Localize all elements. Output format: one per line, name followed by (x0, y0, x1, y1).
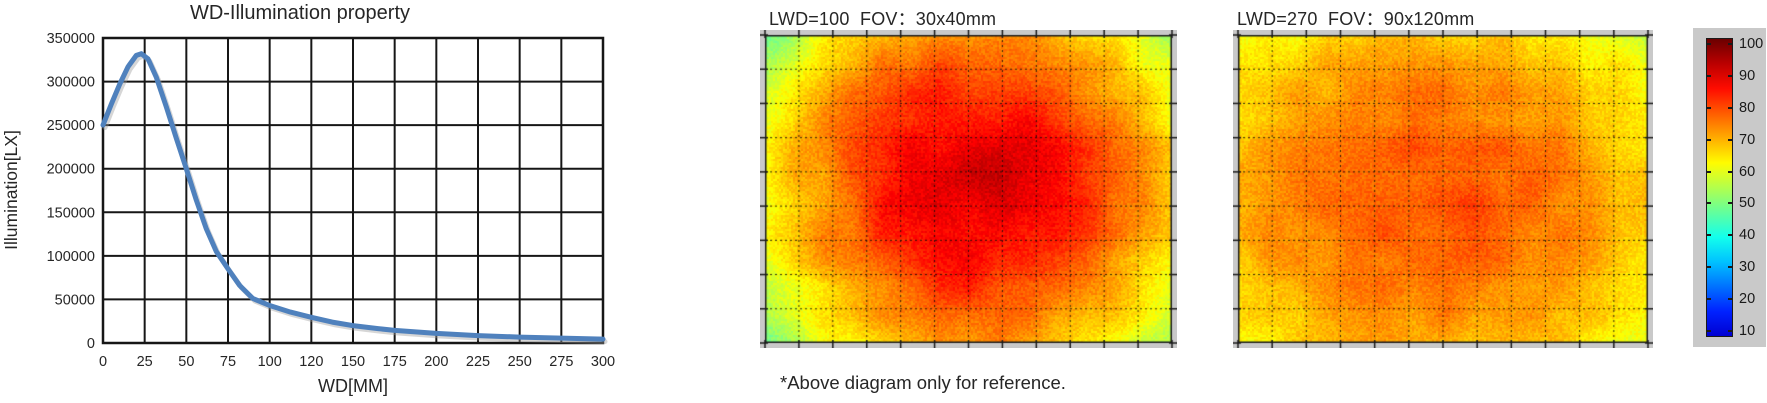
colorbar-tick-mark (1728, 297, 1733, 300)
x-axis-tick-label: 175 (383, 354, 407, 370)
colorbar-tick-mark (1706, 75, 1711, 78)
x-axis-tick-label: 100 (258, 354, 282, 370)
illumination-curve (100, 51, 606, 342)
colorbar-tick-mark (1728, 106, 1733, 109)
colorbar-tick-mark (1728, 266, 1733, 269)
colorbar-tick-mark (1728, 202, 1733, 205)
x-axis-tick-label: 25 (137, 354, 153, 370)
heatmap1-title: LWD=100 FOV：30x40mm (769, 9, 997, 29)
y-axis-tick-label: 350000 (47, 31, 95, 47)
heatmap1-uniformity-map (760, 30, 1177, 348)
y-axis-tick-label: 200000 (47, 162, 95, 178)
colorbar-tick-label: 20 (1739, 290, 1756, 307)
x-axis-tick-label: 200 (424, 354, 448, 370)
colorbar-tick-mark (1706, 106, 1711, 109)
colorbar-tick-mark (1706, 170, 1711, 173)
y-axis-tick-label: 50000 (55, 292, 95, 308)
y-axis-title: Illumination[LX] (1, 130, 21, 250)
y-axis-tick-label: 0 (87, 336, 95, 352)
x-axis-tick-label: 50 (178, 354, 194, 370)
colorbar: 100 90 80 70 60 50 40 30 20 10 (1693, 28, 1766, 347)
y-axis-tick-label: 150000 (47, 205, 95, 221)
colorbar-tick-mark (1728, 138, 1733, 141)
colorbar-tick-label: 80 (1739, 99, 1756, 116)
x-axis-tick-label: 0 (99, 354, 107, 370)
y-axis-tick-label: 250000 (47, 118, 95, 134)
colorbar-tick-mark (1706, 266, 1711, 269)
plot-border (101, 36, 605, 345)
colorbar-gradient (1706, 38, 1733, 337)
x-axis-tick-label: 225 (466, 354, 490, 370)
colorbar-tick-mark (1706, 138, 1711, 141)
colorbar-tick-mark (1706, 234, 1711, 237)
colorbar-tick-label: 30 (1739, 259, 1756, 276)
colorbar-tick-mark (1706, 43, 1711, 46)
colorbar-tick-label: 70 (1739, 131, 1756, 148)
colorbar-tick-label: 40 (1739, 227, 1756, 244)
x-axis-tick-label: 120 (299, 354, 323, 370)
y-axis-tick-label: 100000 (47, 249, 95, 265)
colorbar-tick-mark (1706, 329, 1711, 332)
colorbar-tick-label: 90 (1739, 68, 1756, 85)
heatmap2-uniformity-map (1233, 30, 1653, 348)
reference-footnote: *Above diagram only for reference. (780, 372, 1066, 393)
line-chart-title: WD-Illumination property (189, 2, 411, 24)
colorbar-tick-mark (1728, 329, 1733, 332)
wd-illumination-chart: 3500003000002500002000001500001000005000… (1, 31, 615, 396)
colorbar-tick-label: 100 (1739, 36, 1764, 53)
colorbar-tick-mark (1728, 170, 1733, 173)
x-axis-tick-label: 300 (591, 354, 615, 370)
colorbar-tick-mark (1706, 202, 1711, 205)
x-axis-tick-label: 250 (508, 354, 532, 370)
colorbar-tick-mark (1728, 234, 1733, 237)
heatmap2-title: LWD=270 FOV：90x120mm (1237, 9, 1475, 29)
x-axis-tick-label: 75 (220, 354, 236, 370)
colorbar-tick-label: 10 (1739, 322, 1756, 339)
x-axis-title: WD[MM] (318, 376, 388, 396)
x-axis-tick-label: 275 (549, 354, 573, 370)
colorbar-tick-mark (1728, 43, 1733, 46)
y-axis-tick-label: 300000 (47, 75, 95, 91)
colorbar-tick-label: 60 (1739, 163, 1756, 180)
colorbar-tick-mark (1728, 75, 1733, 78)
colorbar-tick-label: 50 (1739, 195, 1756, 212)
x-axis-tick-label: 150 (341, 354, 365, 370)
colorbar-tick-mark (1706, 297, 1711, 300)
